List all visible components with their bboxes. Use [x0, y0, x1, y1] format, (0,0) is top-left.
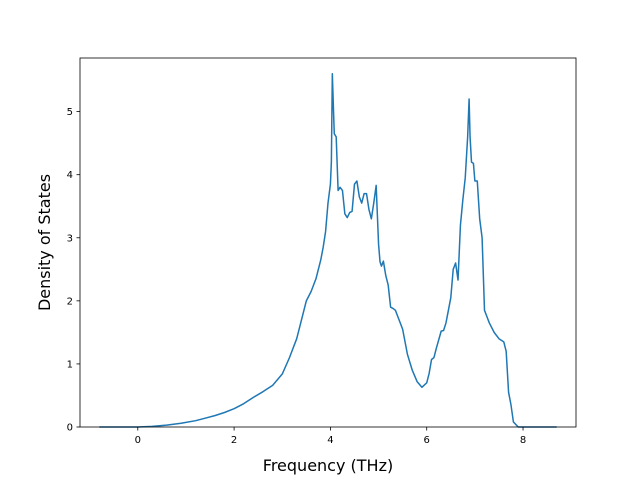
axis-ticks: 0 2 4 6 8 0 1 2 3 4 5	[67, 107, 527, 446]
y-tick-label: 5	[67, 107, 73, 118]
x-tick-label: 2	[231, 435, 237, 446]
y-tick-label: 4	[67, 170, 73, 181]
dos-series-line	[99, 73, 557, 428]
axes-frame	[79, 57, 577, 428]
y-tick-label: 3	[67, 233, 73, 244]
x-axis-label: Frequency (THz)	[263, 456, 393, 475]
y-tick-label: 1	[67, 359, 73, 370]
x-tick-label: 6	[424, 435, 430, 446]
x-tick-label: 4	[327, 435, 333, 446]
y-tick-label: 2	[67, 296, 73, 307]
plot-area	[99, 73, 557, 428]
y-axis-label: Density of States	[35, 174, 54, 311]
x-tick-label: 8	[520, 435, 526, 446]
y-tick-label: 0	[67, 423, 73, 434]
x-tick-label: 0	[135, 435, 141, 446]
